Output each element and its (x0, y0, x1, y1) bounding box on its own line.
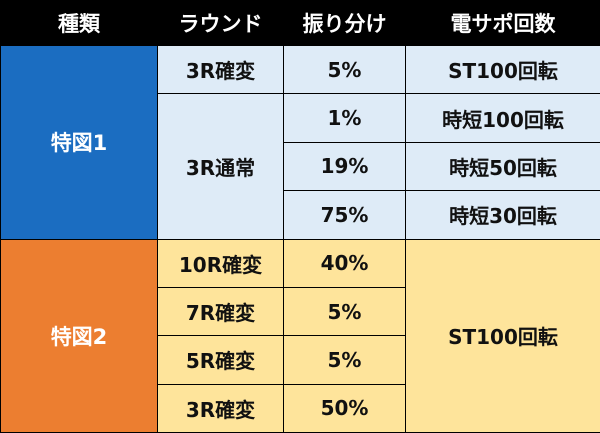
table-row: 19% 時短50回転 (1, 141, 600, 192)
table-row: 3R通常 1% 時短100回転 (1, 93, 600, 240)
kind1-label: 特図1 (0, 45, 158, 240)
support-cell: 時短100回転 (405, 93, 600, 143)
round-cell: 3R通常 (157, 93, 284, 240)
header-kind: 種類 (0, 0, 158, 46)
table-row: 特図1 3R確変 5% ST100回転 (0, 44, 600, 240)
header-support: 電サポ回数 (405, 0, 600, 46)
share-cell: 1% (283, 93, 406, 143)
share-cell: 75% (283, 190, 406, 240)
share-cell: 5% (283, 286, 406, 337)
round-cell: 3R確変 (157, 44, 284, 95)
support-cell: ST100回転 (405, 238, 600, 433)
support-cell: 時短50回転 (405, 141, 600, 192)
round-cell: 3R確変 (157, 383, 284, 433)
header-row: 種類 ラウンド 振り分け 電サポ回数 (0, 0, 600, 46)
table-row: 75% 時短30回転 (1, 190, 600, 240)
share-cell: 19% (283, 141, 406, 192)
round-cell: 7R確変 (157, 286, 284, 337)
support-cell: ST100回転 (405, 44, 600, 95)
table-row: 3R確変 50% (1, 383, 600, 433)
table-row: 5R確変 5% (1, 335, 600, 385)
round-cell: 10R確変 (157, 238, 284, 288)
header-share: 振り分け (283, 0, 406, 46)
share-cell: 50% (283, 383, 406, 433)
support-cell: 時短30回転 (405, 190, 600, 240)
table-row: 7R確変 5% (1, 286, 600, 337)
share-cell: 5% (283, 44, 406, 95)
round-cell: 5R確変 (157, 335, 284, 385)
share-cell: 40% (283, 238, 406, 288)
kind2-label: 特図2 (0, 238, 158, 433)
header-round: ラウンド (157, 0, 284, 46)
share-cell: 5% (283, 335, 406, 385)
table-row: 特図2 10R確変 40% ST100回転 (0, 238, 600, 433)
